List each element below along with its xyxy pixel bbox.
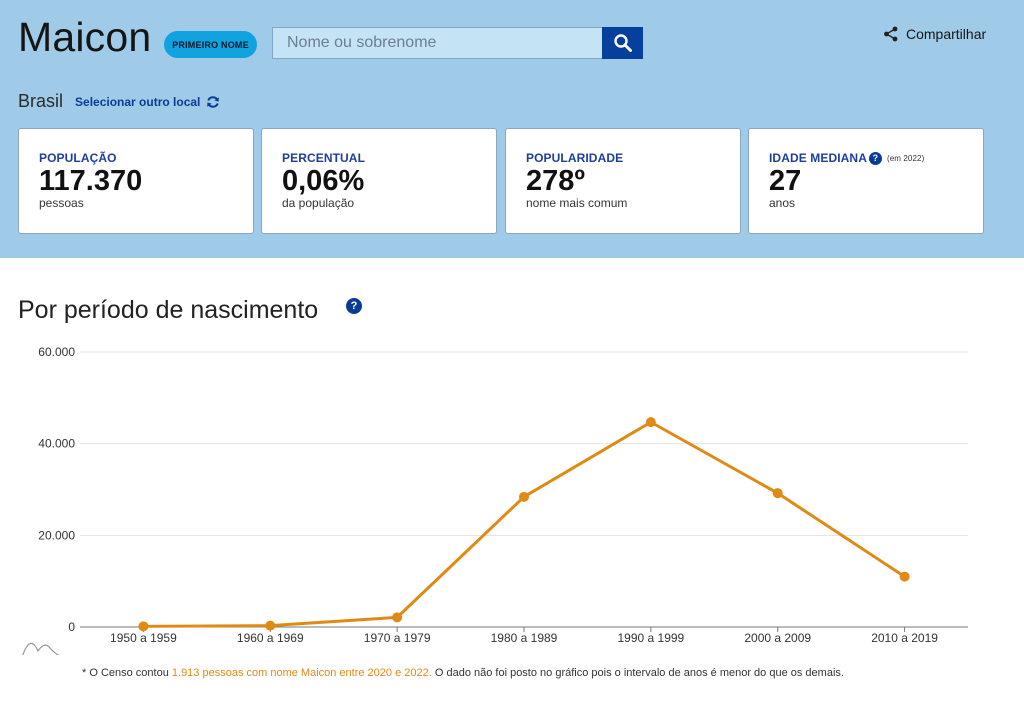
search-button[interactable] [602,27,643,59]
data-point [899,571,910,582]
stat-sub: anos [769,196,796,210]
series-line [143,420,906,628]
stat-sub: nome mais comum [526,196,628,210]
section-title: Por período de nascimento [18,296,319,324]
help-icon[interactable]: ? [868,151,882,165]
stat-sub: pessoas [39,196,84,210]
stat-note: (em 2022) [886,153,925,163]
data-point [645,417,656,428]
stat-label: IDADE MEDIANA [769,151,867,165]
footnote-prefix: * O Censo contou [82,667,172,679]
data-point [519,491,529,502]
stat-card-population: POPULAÇÃO 117.370 pessoas [18,128,254,234]
location-name: Brasil [18,91,64,111]
search-bar [272,27,643,59]
stat-sub: da população [282,196,355,210]
footnote-suffix: O dado não foi posto no gráfico pois o i… [431,667,844,679]
y-tick-label: 40.000 [38,437,75,451]
x-tick-label: 2010 a 2019 [871,631,938,645]
stat-label: POPULAÇÃO [39,151,117,165]
help-icon[interactable]: ? [346,298,362,314]
x-tick-label: 2000 a 2009 [744,631,811,645]
x-tick-label: 1960 a 1969 [237,631,304,645]
stat-label: POPULARIDADE [526,151,624,165]
stat-card-percentage: PERCENTUAL 0,06% da população [261,128,497,234]
change-location-label: Selecionar outro local [75,94,201,109]
birth-period-line-chart: 0 20.000 40.000 60.000 1950 a 1959 1960 a 196… [22,345,968,655]
x-tick-label: 1970 a 1979 [364,631,431,645]
y-tick-label: 0 [68,620,75,634]
data-point [265,620,276,631]
stat-value: 278º [526,165,585,197]
footnote-highlight: 1.913 pessoas com nome Maicon entre 2020… [171,667,432,679]
share-button[interactable]: Compartilhar [883,26,986,42]
x-tick-label: 1980 a 1989 [491,631,558,645]
name-title: Maicon [18,14,152,60]
x-tick-label: 1950 a 1959 [110,631,177,645]
search-icon [613,34,632,52]
search-input[interactable] [272,27,602,59]
stat-card-popularity: POPULARIDADE 278º nome mais comum [505,128,741,234]
change-location-link[interactable]: Selecionar outro local [75,95,220,109]
stat-value: 0,06% [282,165,365,197]
name-type-badge: PRIMEIRO NOME [164,31,257,58]
stat-value: 117.370 [39,165,143,197]
y-tick-label: 20.000 [38,528,75,542]
data-point [138,621,149,632]
data-point [772,488,783,499]
stat-value: 27 [769,165,802,197]
stat-card-median-age: IDADE MEDIANA ? (em 2022) 27 anos [748,128,984,234]
location-bar: Brasil Selecionar outro local [18,91,220,112]
footnote: * O Censo contou 1.913 pessoas com nome … [82,667,844,679]
refresh-icon [207,95,220,108]
stat-label-row: IDADE MEDIANA ? (em 2022) [769,151,983,165]
y-tick-label: 60.000 [38,345,75,359]
chart-type-icon [22,642,60,655]
data-point [392,612,403,623]
x-tick-label: 1990 a 1999 [617,631,684,645]
stat-label: PERCENTUAL [282,151,366,165]
share-icon [884,26,898,42]
share-label: Compartilhar [906,26,987,42]
